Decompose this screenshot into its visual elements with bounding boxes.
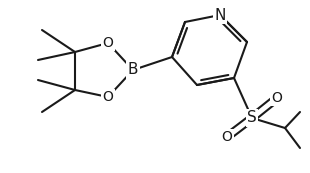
Text: B: B xyxy=(128,62,138,78)
Text: S: S xyxy=(247,111,257,125)
Text: O: O xyxy=(103,90,113,104)
Text: O: O xyxy=(103,36,113,50)
Text: O: O xyxy=(272,91,282,105)
Text: O: O xyxy=(222,130,232,144)
Text: N: N xyxy=(214,7,226,22)
